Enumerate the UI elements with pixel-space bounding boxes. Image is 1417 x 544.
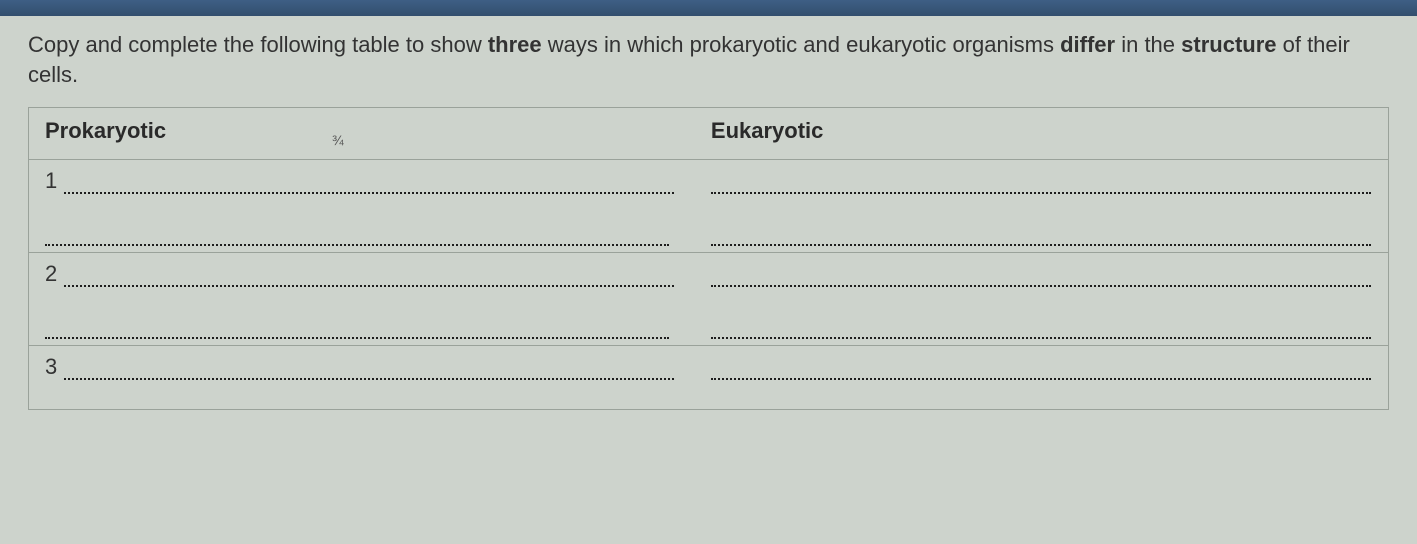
blank-line[interactable] [45, 313, 669, 339]
instruction-bold-differ: differ [1060, 32, 1115, 57]
blank-line[interactable] [711, 313, 1371, 339]
blank-line[interactable] [64, 168, 674, 194]
cell-prokaryotic-2: 2 [29, 253, 695, 346]
instruction-text: Copy and complete the following table to… [28, 30, 1389, 89]
instruction-bold-three: three [488, 32, 542, 57]
blank-line[interactable] [64, 354, 674, 380]
instruction-part: in the [1115, 32, 1181, 57]
cell-eukaryotic-2 [695, 253, 1389, 346]
table-row: 1 [29, 160, 1389, 253]
row-number: 3 [45, 354, 57, 380]
comparison-table: Prokaryotic Eukaryotic 1 [28, 107, 1389, 410]
row-number: 2 [45, 261, 57, 287]
instruction-part: ways in which prokaryotic and eukaryotic… [542, 32, 1060, 57]
table-row: 3 [29, 346, 1389, 410]
header-bar [0, 0, 1417, 16]
cell-eukaryotic-1 [695, 160, 1389, 253]
blank-line[interactable] [711, 261, 1371, 287]
row-number: 1 [45, 168, 57, 194]
column-header-eukaryotic: Eukaryotic [695, 108, 1389, 160]
blank-line[interactable] [711, 168, 1371, 194]
blank-line[interactable] [711, 354, 1371, 380]
cell-prokaryotic-1: 1 [29, 160, 695, 253]
blank-line[interactable] [45, 220, 669, 246]
column-header-prokaryotic: Prokaryotic [29, 108, 695, 160]
cell-eukaryotic-3 [695, 346, 1389, 410]
blank-line[interactable] [711, 220, 1371, 246]
cell-prokaryotic-3: 3 [29, 346, 695, 410]
table-row: 2 [29, 253, 1389, 346]
scan-artifact: ¾ [332, 132, 344, 148]
instruction-bold-structure: structure [1181, 32, 1276, 57]
blank-line[interactable] [64, 261, 674, 287]
worksheet-page: Copy and complete the following table to… [0, 16, 1417, 414]
instruction-part: Copy and complete the following table to… [28, 32, 488, 57]
